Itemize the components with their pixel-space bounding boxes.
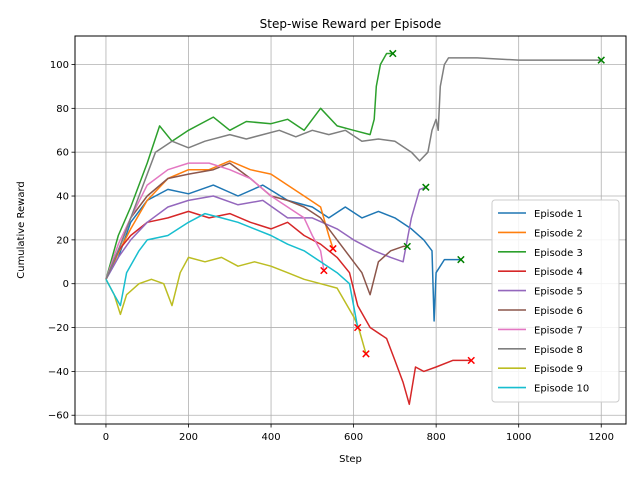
legend-label: Episode 5 bbox=[534, 287, 583, 298]
end-marker-episode-10 bbox=[353, 323, 362, 332]
end-marker-episode-2 bbox=[329, 244, 337, 253]
legend-label: Episode 2 bbox=[534, 228, 583, 239]
chart-title: Step-wise Reward per Episode bbox=[260, 17, 442, 31]
axis-ticks: 0 200 400 600 800 1000 1200 −60 −40 −20 0 20 40 60 80 1… bbox=[48, 60, 614, 443]
end-marker-episode-6 bbox=[403, 242, 411, 251]
x-tick-label: 800 bbox=[427, 432, 446, 443]
y-tick-label: −40 bbox=[48, 367, 69, 378]
x-tick-label: 1000 bbox=[506, 432, 531, 443]
end-marker-episode-3 bbox=[389, 49, 397, 58]
series-line-episode-10 bbox=[105, 212, 359, 328]
y-tick-label: −60 bbox=[48, 411, 69, 422]
series-group bbox=[105, 52, 602, 406]
legend-label: Episode 4 bbox=[534, 267, 583, 278]
series-line-episode-8 bbox=[105, 57, 602, 280]
series-line-episode-1 bbox=[105, 184, 461, 322]
x-axis-label: Step bbox=[339, 454, 362, 465]
end-marker-episode-7 bbox=[320, 266, 328, 275]
x-tick-label: 0 bbox=[103, 432, 109, 443]
end-marker-episode-1 bbox=[457, 255, 465, 264]
legend-label: Episode 1 bbox=[534, 209, 583, 220]
x-tick-label: 600 bbox=[344, 432, 363, 443]
end-marker-episode-9 bbox=[362, 350, 370, 358]
legend-label: Episode 6 bbox=[534, 306, 583, 317]
legend-label: Episode 10 bbox=[534, 384, 589, 395]
y-tick-label: 100 bbox=[50, 60, 69, 71]
legend-label: Episode 7 bbox=[534, 325, 583, 336]
y-tick-label: 0 bbox=[63, 279, 69, 290]
series-line-episode-2 bbox=[105, 160, 334, 280]
plot-frame bbox=[74, 35, 627, 425]
legend-box bbox=[491, 199, 620, 403]
y-tick-label: 40 bbox=[56, 192, 69, 203]
series-line-episode-9 bbox=[105, 256, 367, 355]
series-line-episode-6 bbox=[105, 162, 408, 296]
series-line-episode-7 bbox=[105, 162, 325, 280]
legend: Episode 1 Episode 2 Episode 3 Episode 4 Epis… bbox=[491, 199, 620, 403]
y-tick-label: 20 bbox=[56, 235, 69, 246]
y-tick-label: −20 bbox=[48, 323, 69, 334]
legend-label: Episode 3 bbox=[534, 248, 583, 259]
legend-label: Episode 9 bbox=[534, 364, 583, 375]
legend-label: Episode 8 bbox=[534, 345, 583, 356]
series-line-episode-3 bbox=[105, 52, 393, 280]
series-line-episode-4 bbox=[105, 210, 472, 406]
y-tick-label: 80 bbox=[56, 104, 69, 115]
series-layer bbox=[105, 49, 605, 406]
end-marker-episode-5 bbox=[422, 183, 430, 191]
y-axis-label: Cumulative Reward bbox=[16, 181, 27, 279]
series-line-episode-5 bbox=[105, 186, 427, 280]
x-tick-label: 1200 bbox=[589, 432, 614, 443]
x-tick-label: 200 bbox=[179, 432, 198, 443]
x-tick-label: 400 bbox=[262, 432, 281, 443]
y-tick-label: 60 bbox=[56, 148, 69, 159]
end-marker-episode-8 bbox=[597, 56, 605, 64]
end-marker-episode-4 bbox=[467, 356, 475, 365]
